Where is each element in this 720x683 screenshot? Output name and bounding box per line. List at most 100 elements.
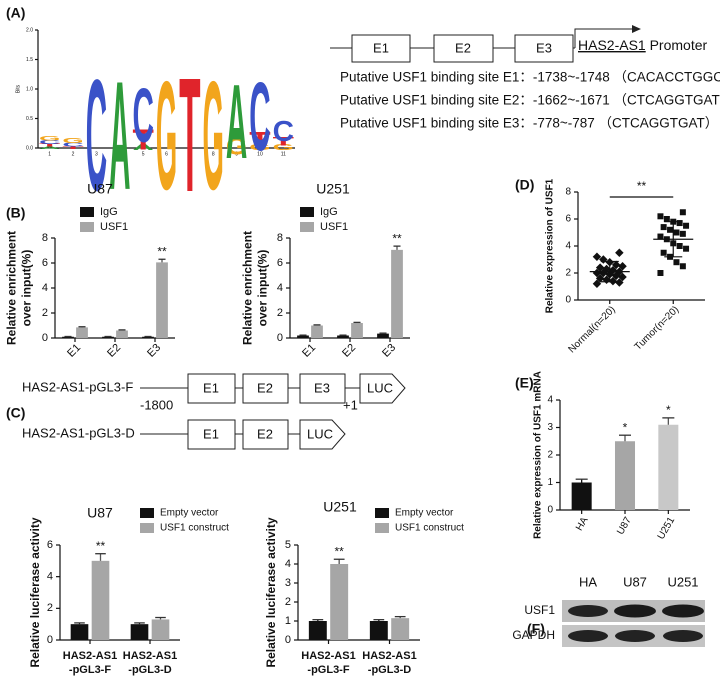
- y-axis-label: over input(%): [20, 250, 34, 327]
- promoter-word: Promoter: [650, 37, 708, 53]
- legend-label: USF1 construct: [395, 523, 464, 534]
- legend-label: USF1: [320, 221, 348, 233]
- element-box: [299, 373, 346, 404]
- point: [657, 213, 664, 220]
- element-box: [242, 419, 289, 450]
- point: [679, 209, 686, 216]
- y-tick-label: 2: [47, 602, 53, 614]
- y-tick-label: 6: [47, 539, 53, 551]
- logo-letter: T: [273, 135, 294, 149]
- bar: [130, 624, 149, 640]
- legend-swatch: [300, 222, 314, 232]
- element-box: [187, 419, 236, 450]
- logo-letter: A: [39, 146, 60, 150]
- site-text: Putative USF1 binding site E2：-1662~-167…: [340, 93, 720, 108]
- x-tick-label: 3: [95, 151, 98, 157]
- point: [676, 243, 683, 249]
- logo-letter: C: [62, 141, 83, 147]
- point: [660, 224, 667, 231]
- band: [614, 604, 656, 618]
- point: [676, 220, 683, 227]
- y-axis-label: Relative luciferase activity: [264, 517, 278, 667]
- bar: [391, 249, 403, 338]
- legend-swatch: [300, 207, 314, 217]
- lane-label: U251: [667, 574, 698, 589]
- band: [662, 604, 704, 618]
- panel-label: (F): [527, 621, 545, 637]
- logo-letter: A: [226, 63, 247, 181]
- logo-letter: T: [132, 124, 153, 156]
- logo-letter: T: [39, 143, 60, 148]
- element-label: E3: [536, 40, 552, 55]
- x-tick-label: 5: [142, 151, 145, 157]
- point: [615, 248, 624, 257]
- y-tick-label: 2: [42, 307, 48, 319]
- bar: [571, 482, 592, 510]
- y-tick-label: 0.5: [26, 116, 33, 122]
- logo-letter: C: [86, 48, 107, 225]
- bar: [102, 336, 114, 338]
- logo-letter: A: [109, 49, 130, 222]
- element-label: E3: [314, 380, 330, 395]
- y-tick-label: 6: [277, 257, 283, 269]
- legend-label: IgG: [320, 206, 338, 218]
- luc-box: [359, 373, 406, 404]
- logo-letter: G: [226, 133, 247, 160]
- x-tick-label: 10: [257, 151, 263, 157]
- logo-letter: T: [249, 127, 270, 154]
- bar: [308, 621, 327, 640]
- panel-label: (E): [515, 375, 534, 391]
- logo-letter: G: [156, 49, 177, 222]
- y-tick-label: 2.0: [26, 27, 33, 33]
- band: [568, 605, 608, 617]
- bar: [337, 335, 349, 338]
- bar: [351, 323, 363, 338]
- significance-label: *: [623, 420, 628, 434]
- y-tick-label: 0: [42, 332, 48, 344]
- point: [608, 276, 618, 286]
- point: [663, 216, 670, 222]
- legend-label: Empty vector: [395, 508, 454, 519]
- chart-title: U87: [87, 505, 113, 521]
- x-tick-label: 9: [235, 151, 238, 157]
- significance-label: **: [335, 544, 345, 558]
- band: [663, 630, 703, 642]
- lane-label: U87: [623, 574, 647, 589]
- x-tick-label: -pGL3-F: [307, 664, 349, 676]
- point: [673, 259, 680, 266]
- y-tick-label: 6: [42, 257, 48, 269]
- construct-name: HAS2-AS1-pGL3-F: [22, 379, 133, 394]
- x-tick-label: E2: [340, 342, 358, 360]
- point: [657, 233, 664, 240]
- x-tick-label: -pGL3-F: [69, 664, 111, 676]
- x-tick-label: HAS2-AS1: [362, 650, 416, 662]
- band: [568, 630, 608, 642]
- significance-label: **: [392, 231, 402, 245]
- y-tick-label: 2: [285, 596, 291, 608]
- x-tick-label: 8: [212, 151, 215, 157]
- element-label: E1: [203, 380, 219, 395]
- bar: [70, 624, 89, 640]
- x-tick-label: 1: [48, 151, 51, 157]
- point: [595, 274, 605, 283]
- y-axis-label: Relative enrichment: [5, 231, 19, 345]
- bar: [311, 325, 323, 338]
- significance-label: **: [96, 539, 106, 553]
- element-label: E1: [373, 40, 389, 55]
- bar: [156, 262, 168, 338]
- point: [592, 268, 602, 278]
- y-tick-label: 2: [277, 307, 283, 319]
- logo-letter: T: [179, 44, 200, 226]
- y-tick-label: 2: [547, 450, 553, 461]
- logo-letter: G: [62, 136, 83, 144]
- panel-label: (C): [6, 405, 25, 421]
- y-tick-label: 3: [285, 577, 291, 589]
- logo-letter: A: [132, 143, 153, 152]
- point: [608, 266, 618, 275]
- y-tick-label: 4: [277, 282, 283, 294]
- y-tick-label: 4: [47, 571, 53, 583]
- legend-label: IgG: [100, 206, 118, 218]
- bar: [297, 335, 309, 338]
- point: [667, 226, 674, 233]
- significance-label: **: [637, 179, 647, 193]
